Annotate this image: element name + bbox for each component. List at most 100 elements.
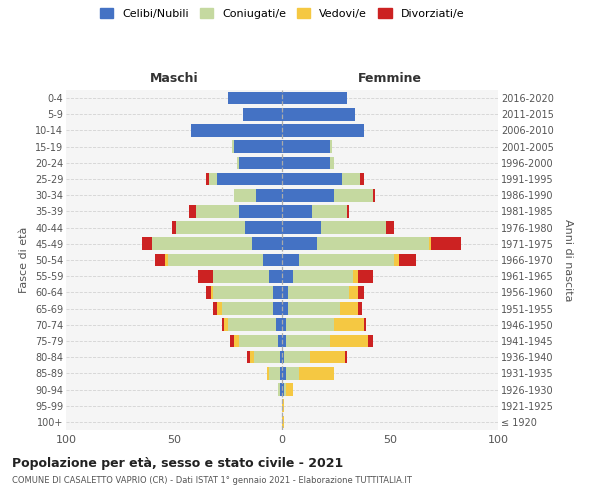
Bar: [172, 222, 176, 234]
Bar: [282, 351, 284, 364]
Text: Popolazione per età, sesso e stato civile - 2021: Popolazione per età, sesso e stato civil…: [12, 458, 343, 470]
Bar: [282, 238, 317, 250]
Bar: [293, 270, 353, 282]
Bar: [284, 383, 286, 396]
Bar: [398, 254, 416, 266]
Bar: [232, 140, 235, 153]
Bar: [282, 172, 343, 186]
Bar: [358, 302, 362, 315]
Bar: [286, 318, 334, 331]
Bar: [224, 318, 228, 331]
Bar: [235, 334, 239, 347]
Bar: [282, 334, 286, 347]
Bar: [155, 254, 166, 266]
Legend: Celibi/Nubili, Coniugati/e, Vedovi/e, Divorziati/e: Celibi/Nubili, Coniugati/e, Vedovi/e, Di…: [100, 8, 464, 19]
Y-axis label: Fasce di età: Fasce di età: [19, 227, 29, 293]
Bar: [358, 286, 364, 298]
Bar: [256, 189, 282, 202]
Bar: [166, 254, 167, 266]
Bar: [254, 351, 280, 364]
Bar: [431, 238, 461, 250]
Bar: [360, 172, 364, 186]
Bar: [206, 286, 211, 298]
Bar: [329, 156, 334, 169]
Bar: [230, 334, 235, 347]
Bar: [235, 140, 282, 153]
Bar: [196, 205, 239, 218]
Bar: [280, 383, 282, 396]
Bar: [239, 156, 282, 169]
Bar: [269, 367, 280, 380]
Bar: [267, 367, 269, 380]
Bar: [310, 351, 344, 364]
Bar: [321, 222, 386, 234]
Bar: [142, 238, 152, 250]
Bar: [213, 270, 269, 282]
Bar: [228, 318, 275, 331]
Bar: [282, 205, 312, 218]
Bar: [312, 205, 347, 218]
Bar: [329, 140, 332, 153]
Bar: [282, 156, 329, 169]
Bar: [243, 108, 282, 120]
Bar: [274, 302, 282, 315]
Bar: [282, 189, 334, 202]
Bar: [394, 254, 398, 266]
Bar: [221, 318, 224, 331]
Bar: [235, 189, 256, 202]
Bar: [245, 222, 282, 234]
Bar: [209, 172, 217, 186]
Bar: [317, 238, 429, 250]
Bar: [282, 270, 293, 282]
Bar: [282, 140, 329, 153]
Bar: [299, 254, 394, 266]
Bar: [176, 222, 245, 234]
Bar: [373, 189, 375, 202]
Bar: [299, 367, 334, 380]
Bar: [286, 383, 293, 396]
Bar: [167, 254, 263, 266]
Bar: [250, 351, 254, 364]
Bar: [282, 222, 321, 234]
Bar: [289, 302, 340, 315]
Bar: [344, 351, 347, 364]
Bar: [282, 302, 289, 315]
Bar: [334, 189, 373, 202]
Bar: [236, 156, 239, 169]
Bar: [282, 92, 347, 104]
Bar: [282, 254, 299, 266]
Bar: [340, 302, 358, 315]
Bar: [280, 367, 282, 380]
Bar: [213, 286, 274, 298]
Bar: [198, 270, 213, 282]
Bar: [386, 222, 394, 234]
Bar: [368, 334, 373, 347]
Bar: [189, 205, 196, 218]
Bar: [217, 172, 282, 186]
Bar: [282, 367, 286, 380]
Bar: [347, 205, 349, 218]
Y-axis label: Anni di nascita: Anni di nascita: [563, 218, 573, 301]
Bar: [239, 205, 282, 218]
Bar: [282, 400, 284, 412]
Bar: [353, 270, 358, 282]
Text: COMUNE DI CASALETTO VAPRIO (CR) - Dati ISTAT 1° gennaio 2021 - Elaborazione TUTT: COMUNE DI CASALETTO VAPRIO (CR) - Dati I…: [12, 476, 412, 485]
Bar: [221, 302, 274, 315]
Bar: [278, 334, 282, 347]
Bar: [282, 318, 286, 331]
Bar: [206, 172, 209, 186]
Bar: [286, 334, 329, 347]
Text: Maschi: Maschi: [149, 72, 199, 85]
Bar: [282, 383, 284, 396]
Bar: [358, 270, 373, 282]
Bar: [282, 124, 364, 137]
Bar: [252, 238, 282, 250]
Bar: [275, 318, 282, 331]
Bar: [289, 286, 349, 298]
Bar: [334, 318, 364, 331]
Bar: [278, 383, 280, 396]
Bar: [239, 334, 278, 347]
Bar: [349, 286, 358, 298]
Bar: [429, 238, 431, 250]
Bar: [280, 351, 282, 364]
